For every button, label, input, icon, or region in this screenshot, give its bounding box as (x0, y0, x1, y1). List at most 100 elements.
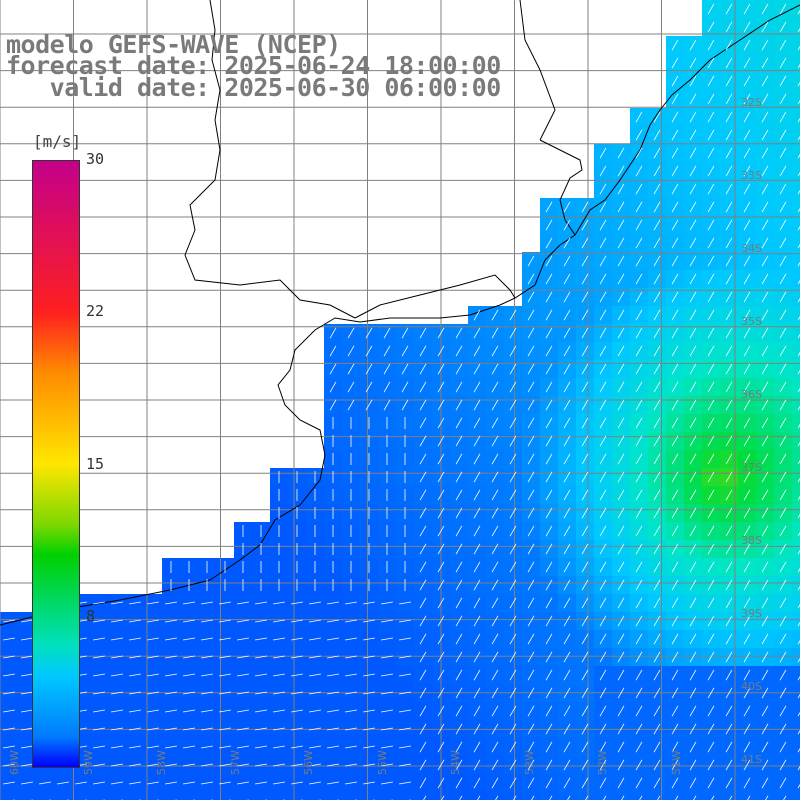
wind-arrow (345, 763, 357, 767)
wind-arrow (689, 597, 697, 609)
wind-arrow (761, 75, 769, 87)
wind-arrow (725, 93, 733, 105)
wind-arrow (725, 327, 733, 339)
wind-arrow (743, 579, 751, 591)
wind-arrow (707, 147, 715, 159)
wind-arrow (273, 673, 285, 677)
wind-arrow (327, 601, 339, 605)
wind-arrow (617, 345, 625, 357)
wind-arrow (455, 597, 463, 609)
wind-arrow (707, 309, 715, 321)
wind-arrow (437, 525, 445, 537)
wind-arrow (255, 745, 267, 749)
wind-arrow (797, 711, 800, 717)
wind-arrow (635, 615, 643, 627)
wind-arrow (563, 381, 571, 393)
wind-arrow (779, 21, 787, 33)
wind-speed-cell (450, 792, 468, 800)
wind-arrow (689, 723, 697, 735)
wind-arrow (381, 709, 393, 713)
wind-arrow (545, 759, 553, 771)
wind-arrow (183, 601, 195, 605)
wind-arrow (581, 237, 589, 249)
wind-arrow (219, 619, 231, 623)
wind-arrow (725, 399, 733, 411)
wind-speed-cell (702, 792, 720, 800)
wind-arrow (671, 633, 679, 645)
wind-arrow (419, 669, 427, 681)
wind-arrow (779, 39, 787, 51)
wind-arrow (255, 601, 267, 605)
wind-arrow (779, 561, 787, 573)
wind-arrow (581, 327, 589, 339)
wind-arrow (545, 237, 553, 249)
wind-arrow (491, 543, 499, 555)
wind-arrow (237, 637, 249, 641)
wind-arrow (309, 727, 321, 731)
wind-arrow (563, 435, 571, 447)
wind-arrow (491, 561, 499, 573)
wind-arrow (617, 183, 625, 195)
wind-speed-cell (774, 792, 792, 800)
wind-arrow (147, 727, 159, 731)
wind-arrow (473, 777, 481, 789)
wind-arrow (761, 579, 769, 591)
wind-arrow (437, 489, 445, 501)
lon-label: 58W (155, 750, 168, 775)
wind-arrow (635, 147, 643, 159)
wind-arrow (491, 417, 499, 429)
wind-arrow (617, 219, 625, 231)
wind-arrow (653, 255, 661, 267)
wind-arrow (779, 471, 787, 483)
wind-arrow (761, 21, 769, 33)
wind-arrow (509, 309, 517, 321)
wind-speed-cell (792, 216, 800, 234)
wind-arrow (527, 633, 535, 645)
wind-arrow (455, 723, 463, 735)
wind-arrow (617, 417, 625, 429)
wind-speed-cell (504, 792, 522, 800)
wind-arrow (743, 543, 751, 555)
wind-arrow (563, 651, 571, 663)
wind-arrow (653, 345, 661, 357)
wind-arrow (743, 39, 751, 51)
wind-arrow (635, 453, 643, 465)
wind-arrow (273, 727, 285, 731)
wind-speed-cell (792, 108, 800, 126)
wind-arrow (779, 345, 787, 357)
wind-arrow (743, 471, 751, 483)
wind-arrow (779, 597, 787, 609)
wind-arrow (671, 183, 679, 195)
wind-arrow (743, 777, 751, 789)
wind-arrow (201, 691, 213, 695)
wind-arrow (455, 399, 463, 411)
wind-arrow (581, 219, 589, 231)
wind-arrow (165, 745, 177, 749)
wind-arrow (347, 345, 355, 357)
wind-arrow (743, 741, 751, 753)
wind-arrow (527, 669, 535, 681)
wind-arrow (563, 525, 571, 537)
wind-arrow (581, 399, 589, 411)
wind-speed-cell (324, 792, 342, 800)
wind-arrow (689, 273, 697, 285)
wind-arrow (743, 3, 751, 15)
wind-speed-cell (36, 792, 54, 800)
wind-speed-cell (234, 792, 252, 800)
wind-arrow (671, 399, 679, 411)
wind-arrow (653, 435, 661, 447)
wind-arrow (399, 763, 411, 767)
wind-speed-cell (792, 198, 800, 216)
wind-arrow (617, 669, 625, 681)
wind-arrow (237, 727, 249, 731)
wind-arrow (437, 435, 445, 447)
wind-arrow (401, 399, 409, 411)
wind-arrow (147, 709, 159, 713)
wind-arrow (635, 705, 643, 717)
wind-arrow (707, 93, 715, 105)
wind-arrow (363, 655, 375, 659)
wind-arrow (273, 619, 285, 623)
wind-arrow (599, 525, 607, 537)
wind-arrow (473, 489, 481, 501)
